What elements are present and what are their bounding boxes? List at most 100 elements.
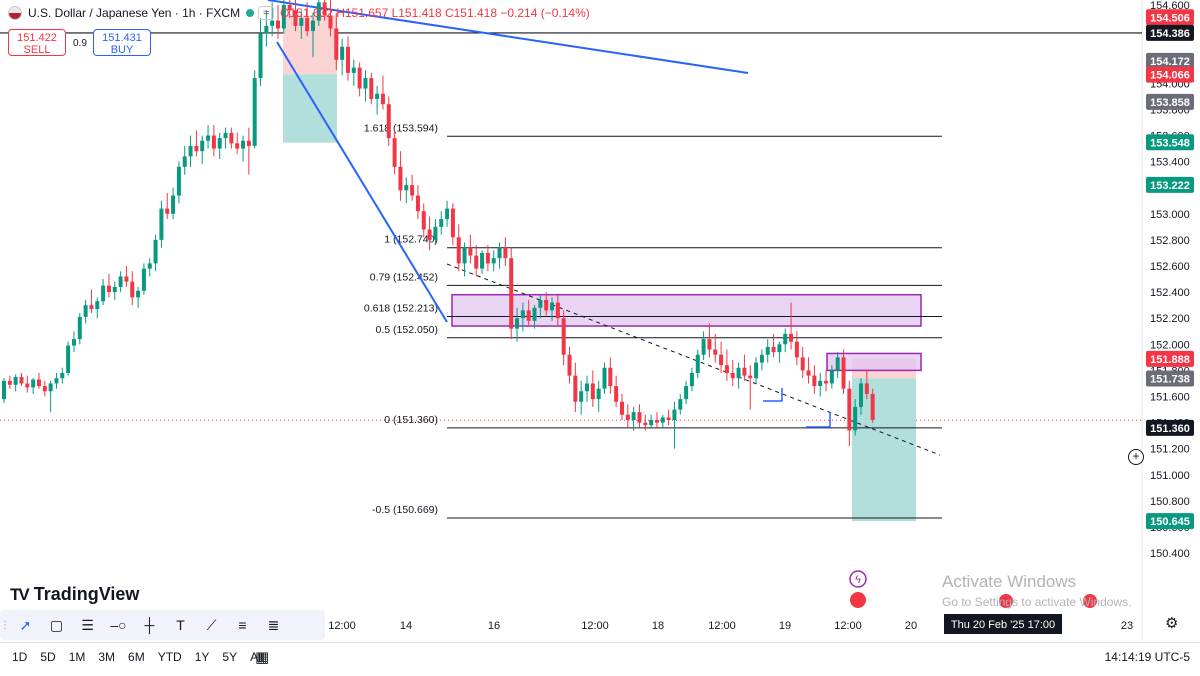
candle-body	[666, 417, 671, 420]
candle-body	[550, 302, 555, 311]
y-tick-label: 154.600	[1150, 0, 1190, 12]
candle-body	[211, 135, 216, 149]
candle-body	[194, 145, 199, 152]
candle-body	[748, 375, 753, 379]
range-1m[interactable]: 1M	[68, 650, 86, 664]
candle-body	[847, 388, 852, 431]
y-tick-label: 152.400	[1150, 287, 1190, 299]
candle-body	[36, 379, 41, 387]
candle-body	[171, 195, 176, 214]
candle-body	[176, 166, 181, 196]
event-us-flag-icon-3	[1083, 594, 1097, 608]
horizontal-lines-icon[interactable]: ☰	[81, 616, 94, 633]
candle-body	[532, 307, 537, 321]
candle-body	[503, 247, 508, 259]
range-5y[interactable]: 5Y	[222, 650, 238, 664]
candle-body	[829, 370, 834, 384]
horizontal-ray-icon[interactable]: –○	[110, 617, 127, 633]
candle-body	[258, 33, 263, 79]
range-6m[interactable]: 6M	[128, 650, 145, 664]
candle-body	[421, 211, 426, 230]
candle-body	[870, 393, 875, 420]
settings-gear-icon[interactable]: ⚙	[1165, 615, 1179, 632]
candle-body	[281, 5, 286, 29]
watermark-title: Activate Windows	[942, 572, 1077, 591]
rectangle-icon[interactable]: ▢	[49, 616, 64, 633]
fib-retracement-icon[interactable]: ≡	[238, 617, 247, 633]
clock[interactable]: 14:14:19 UTC-5	[1104, 650, 1190, 664]
price-tag-label: 154.386	[1150, 28, 1190, 40]
price-tag-label: 153.858	[1150, 97, 1190, 109]
candle-body	[71, 339, 76, 346]
add-alert-icon[interactable]: +	[1128, 449, 1144, 465]
candle-body	[13, 376, 18, 385]
range-1y[interactable]: 1Y	[194, 650, 210, 664]
watermark-subtitle: Go to Settings to activate Windows.	[942, 595, 1132, 609]
cursor-icon[interactable]: ➚	[19, 616, 32, 633]
candle-body	[427, 229, 432, 240]
range-1d[interactable]: 1D	[12, 650, 28, 664]
tradingview-logo[interactable]: TV TradingView	[10, 584, 139, 605]
fib-level-label: 0 (151.360)	[384, 414, 438, 426]
x-tick-label: 14	[400, 620, 412, 632]
step-marker	[763, 388, 783, 402]
fib-extension-icon[interactable]: ≣	[267, 616, 280, 633]
candle-body	[649, 419, 654, 426]
price-tag-label: 150.645	[1150, 516, 1190, 528]
price-tag	[1146, 350, 1194, 367]
candle-body	[643, 422, 648, 426]
price-tag-label: 154.066	[1150, 70, 1190, 82]
candle-body	[585, 383, 589, 392]
range-selector: 1D 5D 1M 3M 6M YTD 1Y 5Y All	[12, 650, 276, 664]
range-ytd[interactable]: YTD	[157, 650, 182, 664]
text-tool-icon[interactable]: T	[176, 617, 185, 633]
range-all[interactable]: All	[250, 650, 264, 664]
candle-body	[287, 5, 292, 11]
candle-body	[701, 339, 706, 355]
candle-body	[742, 367, 747, 376]
candle-body	[806, 370, 811, 376]
trendline-icon[interactable]: ⟋	[206, 616, 217, 633]
sell-button[interactable]: 151.422 SELL	[8, 29, 66, 56]
range-3m[interactable]: 3M	[98, 650, 116, 664]
fib-level-label: 0.5 (152.050)	[376, 324, 438, 336]
crosshair-icon[interactable]: ┼	[144, 617, 155, 633]
price-tag	[1146, 176, 1194, 193]
candle-body	[619, 401, 624, 415]
candle-body	[322, 2, 327, 16]
candle-body	[637, 412, 642, 423]
price-tag	[1146, 24, 1194, 41]
candle-body	[818, 380, 823, 387]
market-open-icon	[246, 9, 255, 17]
candle-body	[223, 132, 228, 139]
calendar-goto-icon[interactable]: ▦	[255, 649, 270, 666]
candle-body	[812, 375, 817, 387]
toolbar-grip-icon[interactable]: ⋮	[0, 619, 10, 631]
wave-icon[interactable]: ≈	[258, 6, 275, 20]
candle-body	[77, 316, 82, 340]
candle-body	[654, 419, 659, 423]
buy-button[interactable]: 151.431 BUY	[93, 29, 151, 56]
candle-body	[579, 391, 584, 402]
candle-body	[497, 247, 502, 259]
fib-level-label: 0.618 (152.213)	[364, 303, 438, 315]
y-tick-label: 152.600	[1150, 261, 1190, 273]
buy-label: BUY	[110, 44, 134, 56]
tv-logo-text: TradingView	[33, 584, 140, 604]
price-tag	[1146, 513, 1194, 530]
price-tag	[1146, 66, 1194, 83]
candle-body	[42, 386, 47, 392]
range-5d[interactable]: 5D	[40, 650, 56, 664]
candle-body	[724, 365, 729, 374]
candle-body	[480, 252, 485, 269]
symbol-title[interactable]: U.S. Dollar / Japanese Yen · 1h · FXCM	[28, 6, 241, 20]
candle-body	[526, 310, 531, 321]
candle-body	[415, 195, 420, 212]
y-tick-label: 153.400	[1150, 157, 1190, 169]
x-tick-label: 19	[779, 620, 791, 632]
spread-value: 0.9	[73, 38, 87, 49]
candle-body	[25, 383, 30, 388]
x-tick-label: 12:00	[328, 620, 356, 632]
candle-body	[380, 93, 385, 105]
